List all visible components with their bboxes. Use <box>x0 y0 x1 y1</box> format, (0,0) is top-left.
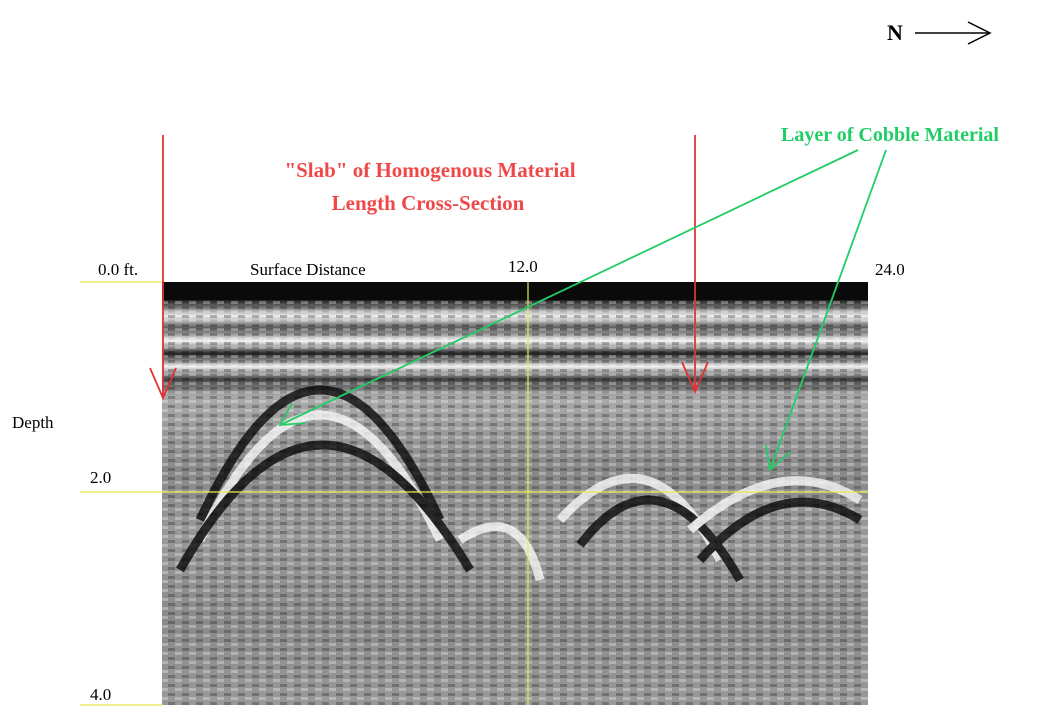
page: N "Slab" of Homogenous Material Length C… <box>0 0 1053 719</box>
slab-annotation: "Slab" of Homogenous Material <box>284 158 575 182</box>
north-label: N <box>887 20 903 45</box>
slab-annotation: Length Cross-Section <box>332 191 525 215</box>
y-title: Depth <box>12 413 54 432</box>
x-label: 24.0 <box>875 260 905 279</box>
x-label: 12.0 <box>508 257 538 276</box>
x-label: 0.0 ft. <box>98 260 138 279</box>
x-title: Surface Distance <box>250 260 366 279</box>
y-label: 4.0 <box>90 685 111 704</box>
y-label: 2.0 <box>90 468 111 487</box>
radargram <box>162 282 868 705</box>
north-arrow: N <box>887 20 990 45</box>
cobble-annotation: Layer of Cobble Material <box>781 124 999 146</box>
